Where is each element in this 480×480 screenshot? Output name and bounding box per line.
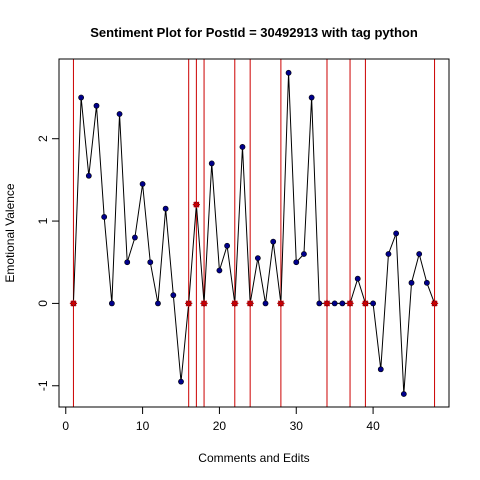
data-point-20	[224, 242, 231, 249]
y-tick-label-0: -1	[36, 380, 50, 391]
data-point-41	[385, 251, 392, 257]
event-star-2	[192, 200, 200, 209]
data-point-42	[393, 230, 400, 237]
event-star-8	[346, 299, 354, 308]
data-point-4	[101, 214, 108, 220]
data-point-44	[408, 279, 415, 286]
data-point-40	[377, 366, 384, 373]
data-point-30	[301, 251, 307, 257]
data-point-39	[370, 300, 376, 307]
y-tick-label-2: 1	[36, 217, 50, 224]
data-point-19	[216, 267, 223, 274]
x-tick-label-1: 10	[136, 419, 150, 433]
data-point-45	[416, 251, 423, 257]
event-star-6	[277, 299, 285, 308]
data-point-2	[85, 172, 92, 179]
data-point-13	[170, 292, 177, 299]
data-point-46	[423, 279, 430, 286]
x-tick-label-0: 0	[62, 419, 69, 433]
data-point-22	[239, 144, 246, 150]
data-point-3	[93, 102, 100, 109]
data-point-31	[308, 94, 315, 101]
data-point-32	[316, 300, 323, 307]
x-tick-label-3: 30	[290, 419, 304, 433]
data-point-8	[132, 234, 138, 241]
data-point-9	[139, 181, 146, 187]
event-star-0	[69, 299, 78, 308]
event-vlines	[72, 59, 436, 407]
data-point-29	[293, 259, 300, 266]
data-point-5	[108, 300, 115, 307]
data-point-35	[339, 300, 346, 307]
data-point-24	[254, 255, 261, 262]
event-star-10	[430, 299, 439, 308]
chart-title: Sentiment Plot for PostId = 30492913 wit…	[90, 25, 418, 40]
event-star-7	[323, 299, 331, 308]
x-tick-label-2: 20	[213, 419, 227, 433]
event-star-1	[185, 299, 193, 308]
event-star-9	[361, 299, 370, 308]
data-point-26	[270, 238, 277, 245]
data-point-18	[208, 160, 215, 167]
event-star-3	[200, 299, 208, 308]
series-line	[72, 72, 436, 395]
data-point-14	[178, 378, 184, 385]
data-point-37	[354, 275, 361, 282]
data-point-7	[124, 259, 131, 266]
y-tick-label-3: 2	[36, 135, 50, 142]
data-point-28	[285, 69, 292, 76]
data-point-25	[262, 300, 269, 307]
x-axis-label: Comments and Edits	[198, 451, 309, 465]
data-point-12	[162, 205, 169, 212]
y-axis-label: Emotional Valence	[3, 183, 17, 282]
data-point-10	[147, 259, 154, 266]
data-point-43	[400, 391, 407, 397]
series-line-layer	[72, 72, 436, 395]
data-point-1	[78, 94, 85, 101]
x-tick-label-4: 40	[366, 419, 380, 433]
event-star-5	[246, 299, 254, 308]
data-point-6	[116, 111, 123, 117]
data-point-11	[155, 300, 161, 307]
data-point-34	[331, 300, 338, 307]
y-tick-label-1: 0	[36, 300, 50, 307]
event-stars	[69, 200, 439, 308]
plot-frame	[58, 58, 450, 408]
event-star-4	[231, 299, 239, 308]
